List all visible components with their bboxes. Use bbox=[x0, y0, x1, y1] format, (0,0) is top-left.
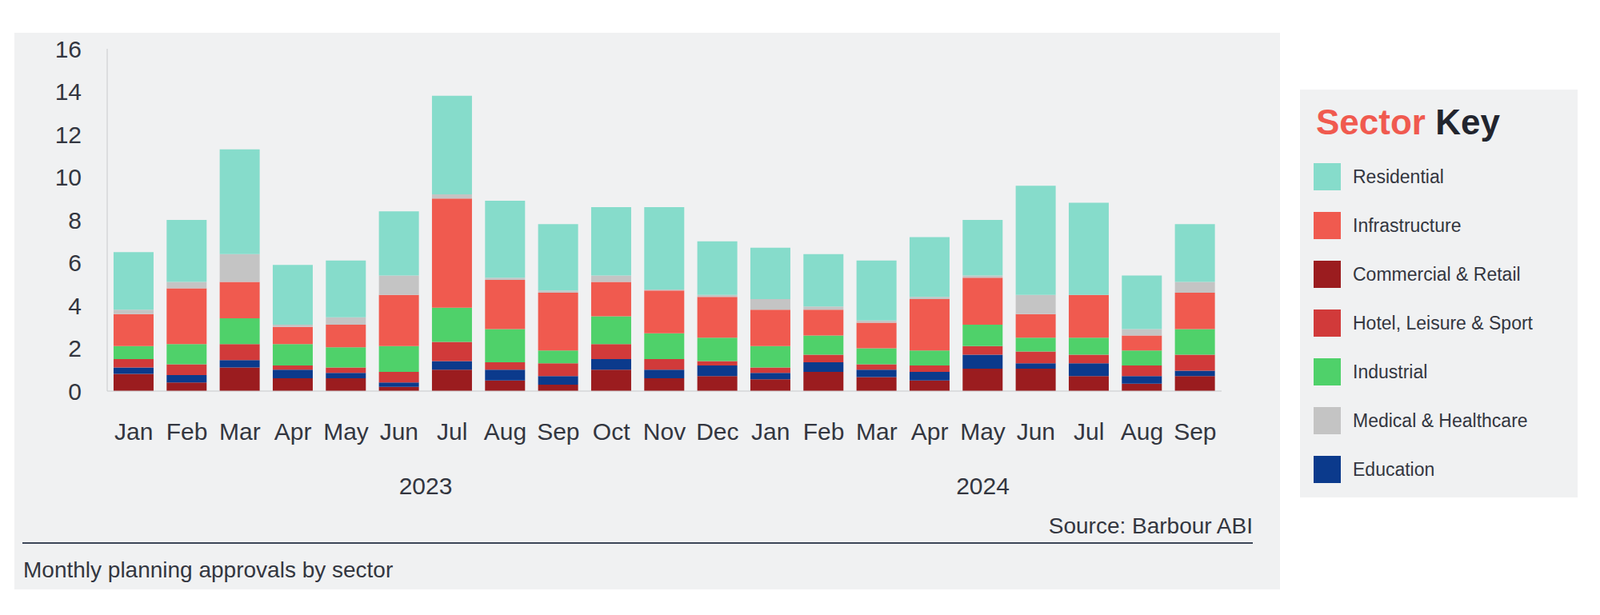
svg-text:Sep: Sep bbox=[536, 418, 580, 445]
svg-text:Aug: Aug bbox=[1120, 418, 1164, 445]
svg-text:Dec: Dec bbox=[696, 418, 739, 445]
html-text:Monthly planning approvals by: Monthly planning approvals by sector bbox=[23, 557, 394, 583]
html-text:Sector Key: Sector Key bbox=[1316, 102, 1500, 142]
html-text:Residential: Residential bbox=[1352, 166, 1444, 187]
svg-text:Sep: Sep bbox=[1173, 418, 1216, 445]
svg-text:16: 16 bbox=[55, 36, 82, 63]
svg-text:12: 12 bbox=[55, 121, 82, 148]
svg-text:4: 4 bbox=[68, 292, 82, 320]
svg-text:2: 2 bbox=[68, 335, 82, 362]
html-text:Infrastructure: Infrastructure bbox=[1352, 214, 1462, 236]
html-text:Education: Education bbox=[1352, 458, 1435, 480]
svg-text:8: 8 bbox=[68, 207, 82, 234]
svg-text:Feb: Feb bbox=[166, 418, 208, 445]
svg-text:Jul: Jul bbox=[1073, 418, 1104, 445]
svg-text:10: 10 bbox=[55, 164, 82, 191]
svg-text:May: May bbox=[960, 418, 1006, 445]
svg-text:14: 14 bbox=[55, 78, 82, 105]
svg-text:0: 0 bbox=[68, 378, 82, 405]
svg-text:6: 6 bbox=[68, 249, 82, 276]
svg-text:Jun: Jun bbox=[380, 418, 419, 445]
html-text:2024: 2024 bbox=[956, 472, 1010, 500]
html-text:Hotel, Leisure & Sport: Hotel, Leisure & Sport bbox=[1352, 312, 1533, 334]
html-text:Commercial & Retail: Commercial & Retail bbox=[1352, 263, 1521, 285]
svg-text:Jun: Jun bbox=[1016, 418, 1056, 445]
svg-text:May: May bbox=[323, 418, 369, 445]
svg-text:Jan: Jan bbox=[114, 418, 153, 445]
svg-text:Mar: Mar bbox=[219, 418, 261, 445]
svg-text:Aug: Aug bbox=[484, 418, 527, 445]
svg-text:Nov: Nov bbox=[643, 418, 686, 445]
svg-text:Jul: Jul bbox=[436, 418, 468, 445]
svg-text:Apr: Apr bbox=[911, 418, 949, 445]
svg-text:Apr: Apr bbox=[274, 418, 312, 445]
svg-text:Feb: Feb bbox=[803, 418, 845, 445]
html-text:Source: Barbour ABI: Source: Barbour ABI bbox=[1048, 513, 1253, 539]
html-text:Industrial: Industrial bbox=[1352, 361, 1428, 382]
svg-text:Oct: Oct bbox=[592, 418, 631, 445]
svg-text:Mar: Mar bbox=[856, 418, 898, 445]
svg-text:Jan: Jan bbox=[751, 418, 790, 445]
html-text:Medical & Healthcare: Medical & Healthcare bbox=[1352, 410, 1528, 431]
html-text:2023: 2023 bbox=[398, 472, 453, 500]
